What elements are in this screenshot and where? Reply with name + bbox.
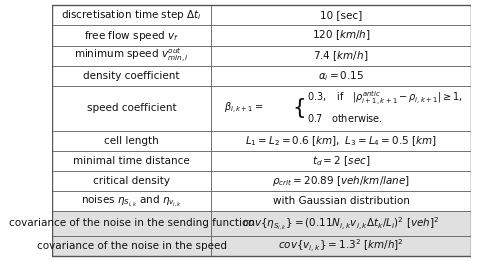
Bar bbox=[52, 25, 211, 46]
Text: 10 [sec]: 10 [sec] bbox=[319, 10, 361, 20]
Text: density coefficient: density coefficient bbox=[83, 71, 180, 81]
Text: $\{$: $\{$ bbox=[291, 96, 304, 120]
Bar bbox=[211, 151, 470, 171]
Text: $t_d = 2\ [sec]$: $t_d = 2\ [sec]$ bbox=[311, 154, 370, 168]
Bar bbox=[52, 66, 211, 86]
Text: 120 $[km/h]$: 120 $[km/h]$ bbox=[311, 29, 370, 43]
Bar bbox=[211, 236, 470, 256]
Bar bbox=[52, 211, 211, 236]
Bar bbox=[52, 191, 211, 211]
Bar bbox=[211, 25, 470, 46]
Bar bbox=[211, 211, 470, 236]
Bar bbox=[52, 151, 211, 171]
Bar bbox=[52, 171, 211, 191]
Text: covariance of the noise in the speed: covariance of the noise in the speed bbox=[36, 241, 226, 251]
Text: minimum speed $v_{min,i}^{out}$: minimum speed $v_{min,i}^{out}$ bbox=[74, 47, 189, 65]
Text: with Gaussian distribution: with Gaussian distribution bbox=[272, 196, 408, 206]
Bar bbox=[211, 191, 470, 211]
Bar bbox=[211, 66, 470, 86]
Bar bbox=[52, 130, 211, 151]
Bar bbox=[52, 5, 211, 25]
Bar bbox=[52, 236, 211, 256]
Text: $\rho_{crit} = 20.89\ [veh/km/lane]$: $\rho_{crit} = 20.89\ [veh/km/lane]$ bbox=[271, 174, 409, 188]
Bar bbox=[211, 171, 470, 191]
Text: 7.4 $[km/h]$: 7.4 $[km/h]$ bbox=[312, 49, 368, 63]
Text: critical density: critical density bbox=[93, 176, 170, 186]
Text: $\alpha_i = 0.15$: $\alpha_i = 0.15$ bbox=[317, 69, 363, 83]
Text: $cov\{v_{i,k}\} = 1.3^2\ [km/h]^2$: $cov\{v_{i,k}\} = 1.3^2\ [km/h]^2$ bbox=[277, 237, 403, 254]
Text: $0.3,$   if   $|\rho_{i+1,k+1}^{antic} - \rho_{i,k+1}| \geq 1,$: $0.3,$ if $|\rho_{i+1,k+1}^{antic} - \rh… bbox=[307, 90, 462, 108]
Text: $L_1 = L_2 = 0.6\ [km],\ L_3 = L_4 = 0.5\ [km]$: $L_1 = L_2 = 0.6\ [km],\ L_3 = L_4 = 0.5… bbox=[244, 134, 436, 147]
Text: free flow speed $v_f$: free flow speed $v_f$ bbox=[84, 28, 179, 43]
Text: covariance of the noise in the sending function: covariance of the noise in the sending f… bbox=[9, 218, 254, 228]
Bar bbox=[211, 46, 470, 66]
Text: minimal time distance: minimal time distance bbox=[73, 156, 190, 166]
Bar bbox=[211, 86, 470, 130]
Text: $\beta_{i,k+1} =$: $\beta_{i,k+1} =$ bbox=[224, 101, 264, 116]
Text: speed coefficient: speed coefficient bbox=[87, 103, 176, 113]
Text: cell length: cell length bbox=[104, 136, 159, 146]
Bar bbox=[52, 46, 211, 66]
Bar bbox=[211, 130, 470, 151]
Text: discretisation time step $\Delta t_i$: discretisation time step $\Delta t_i$ bbox=[61, 8, 202, 22]
Text: $cov\{\eta_{S_{i,k}}\} = (0.11 N_{i,k} v_{i,k} \Delta t_k / L_i)^2\ [veh]^2$: $cov\{\eta_{S_{i,k}}\} = (0.11 N_{i,k} v… bbox=[242, 215, 439, 232]
Text: $0.7$   otherwise.: $0.7$ otherwise. bbox=[307, 112, 382, 124]
Bar bbox=[52, 86, 211, 130]
Bar bbox=[211, 5, 470, 25]
Text: noises $\eta_{S_{i,k}}$ and $\eta_{v_{i,k}}$: noises $\eta_{S_{i,k}}$ and $\eta_{v_{i,… bbox=[81, 194, 182, 209]
